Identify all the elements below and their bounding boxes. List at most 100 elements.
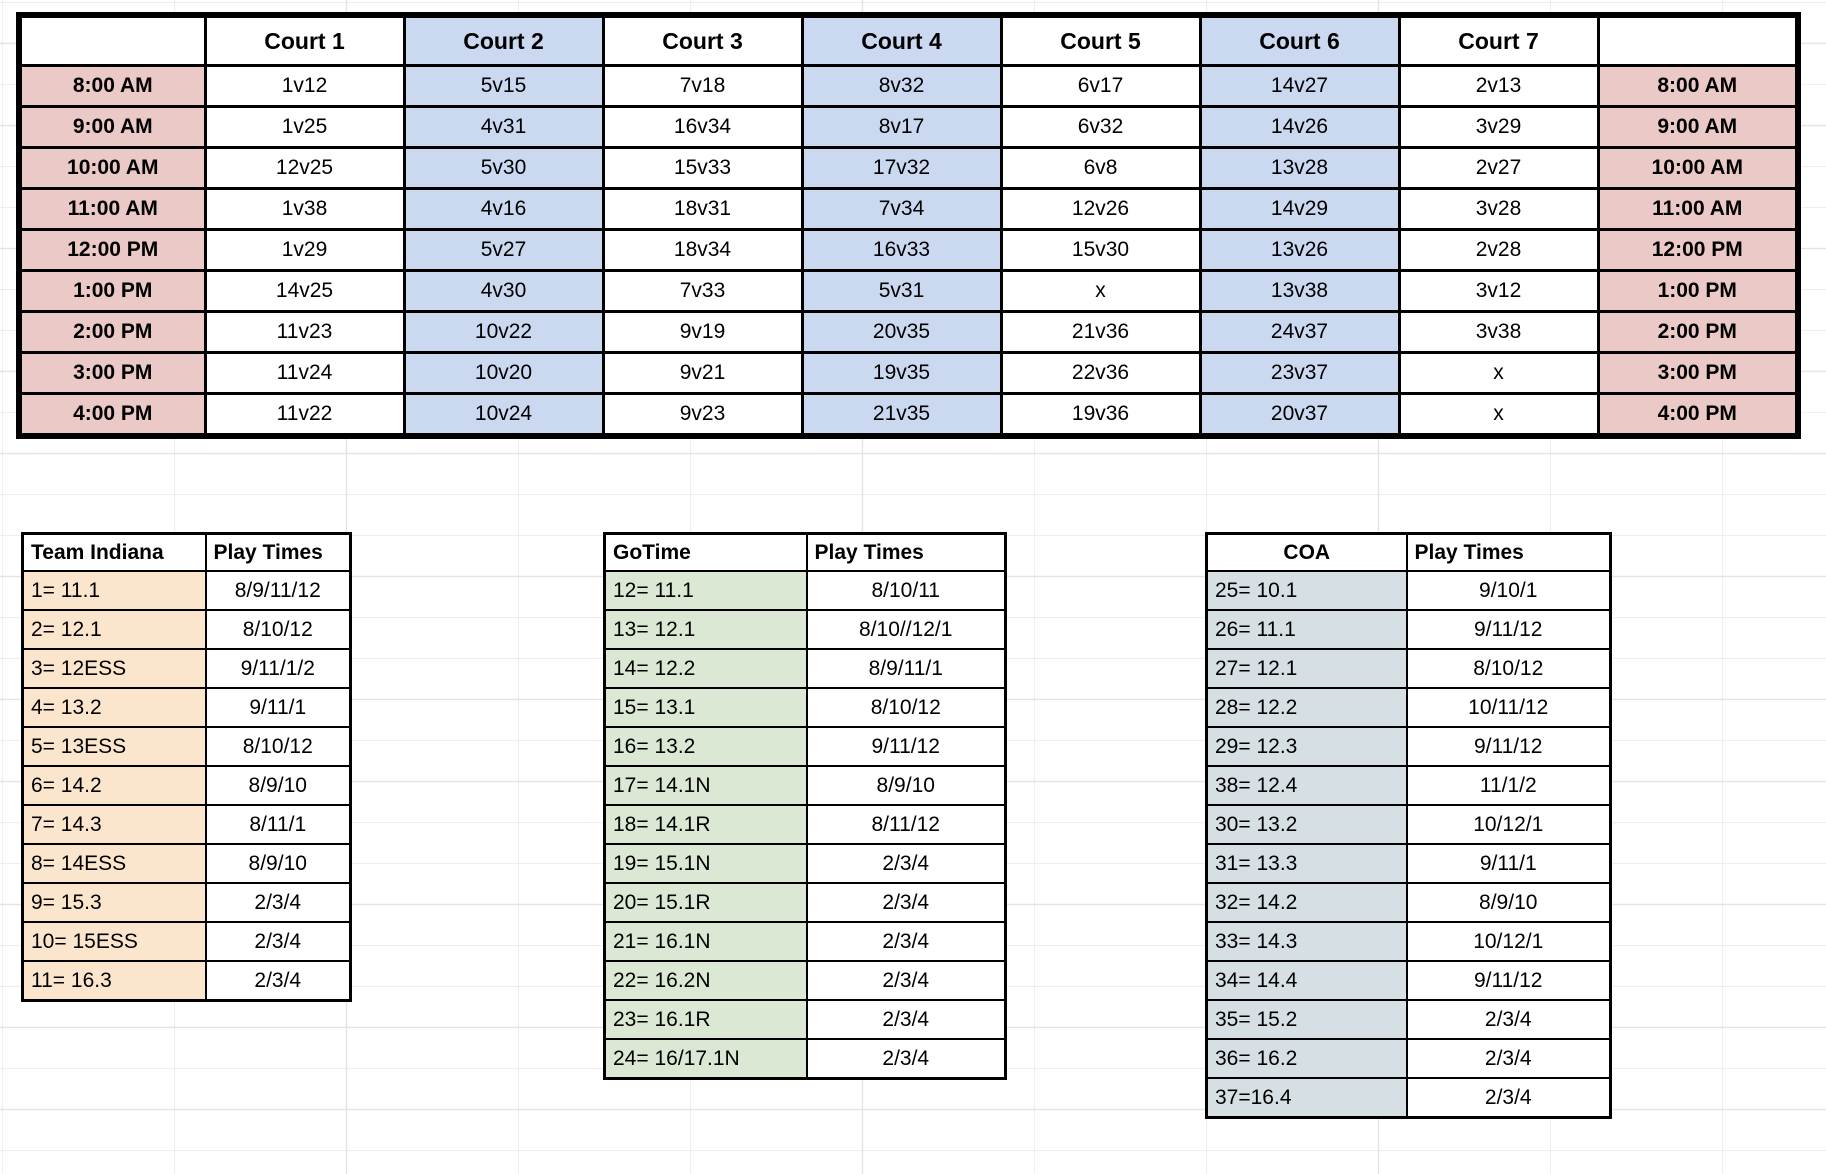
time-cell-left[interactable]: 3:00 PM: [17, 351, 207, 395]
time-cell-left[interactable]: 11:00 AM: [17, 187, 207, 231]
game-cell[interactable]: 3v28: [1397, 187, 1600, 231]
play-times-cell[interactable]: 2/3/4: [805, 960, 1007, 1001]
play-times-cell[interactable]: 10/12/1: [1405, 804, 1612, 845]
time-cell-right[interactable]: 4:00 PM: [1596, 392, 1800, 438]
game-cell[interactable]: x: [1397, 351, 1600, 395]
game-cell[interactable]: 9v23: [601, 392, 804, 438]
game-cell[interactable]: 13v26: [1198, 228, 1401, 272]
game-cell[interactable]: 20v35: [800, 310, 1003, 354]
game-cell[interactable]: 11v22: [203, 392, 406, 438]
time-cell-left[interactable]: 12:00 PM: [17, 228, 207, 272]
play-times-cell[interactable]: 8/11/1: [204, 804, 352, 845]
game-cell[interactable]: 5v30: [402, 146, 605, 190]
play-times-cell[interactable]: 2/3/4: [1405, 1077, 1612, 1119]
game-cell[interactable]: 7v34: [800, 187, 1003, 231]
game-cell[interactable]: 23v37: [1198, 351, 1401, 395]
game-cell[interactable]: 21v35: [800, 392, 1003, 438]
court-header[interactable]: Court 4: [800, 13, 1003, 67]
game-cell[interactable]: 21v36: [999, 310, 1202, 354]
game-cell[interactable]: 4v30: [402, 269, 605, 313]
game-cell[interactable]: 4v31: [402, 105, 605, 149]
game-cell[interactable]: 3v12: [1397, 269, 1600, 313]
game-cell[interactable]: 14v29: [1198, 187, 1401, 231]
play-times-cell[interactable]: 9/11/1: [204, 687, 352, 728]
play-times-cell[interactable]: 8/9/10: [204, 765, 352, 806]
game-cell[interactable]: 13v28: [1198, 146, 1401, 190]
game-cell[interactable]: 20v37: [1198, 392, 1401, 438]
game-cell[interactable]: 7v33: [601, 269, 804, 313]
team-code-cell[interactable]: 5= 13ESS: [21, 726, 207, 767]
play-times-cell[interactable]: 2/3/4: [805, 999, 1007, 1040]
game-cell[interactable]: 5v27: [402, 228, 605, 272]
team-code-cell[interactable]: 34= 14.4: [1205, 960, 1408, 1001]
court-header[interactable]: Court 7: [1397, 13, 1600, 67]
game-cell[interactable]: 16v33: [800, 228, 1003, 272]
game-cell[interactable]: 4v16: [402, 187, 605, 231]
court-header[interactable]: Court 5: [999, 13, 1202, 67]
play-times-cell[interactable]: 9/11/1/2: [204, 648, 352, 689]
play-times-cell[interactable]: 2/3/4: [805, 1038, 1007, 1080]
game-cell[interactable]: 9v19: [601, 310, 804, 354]
team-table-title[interactable]: GoTime: [603, 532, 808, 572]
play-times-cell[interactable]: 2/3/4: [805, 882, 1007, 923]
play-times-cell[interactable]: 8/10/12: [805, 687, 1007, 728]
play-times-cell[interactable]: 9/11/12: [1405, 960, 1612, 1001]
play-times-cell[interactable]: 2/3/4: [204, 882, 352, 923]
court-header[interactable]: Court 3: [601, 13, 804, 67]
play-times-cell[interactable]: 10/11/12: [1405, 687, 1612, 728]
game-cell[interactable]: x: [999, 269, 1202, 313]
play-times-cell[interactable]: 11/1/2: [1405, 765, 1612, 806]
team-code-cell[interactable]: 11= 16.3: [21, 960, 207, 1002]
game-cell[interactable]: 12v26: [999, 187, 1202, 231]
play-times-cell[interactable]: 8/10/12: [1405, 648, 1612, 689]
play-times-cell[interactable]: 8/10/12: [204, 609, 352, 650]
team-code-cell[interactable]: 36= 16.2: [1205, 1038, 1408, 1079]
team-code-cell[interactable]: 16= 13.2: [603, 726, 808, 767]
schedule-corner-cell[interactable]: [17, 13, 207, 67]
team-code-cell[interactable]: 8= 14ESS: [21, 843, 207, 884]
court-header[interactable]: Court 2: [402, 13, 605, 67]
game-cell[interactable]: 12v25: [203, 146, 406, 190]
game-cell[interactable]: 24v37: [1198, 310, 1401, 354]
game-cell[interactable]: 8v32: [800, 64, 1003, 108]
team-code-cell[interactable]: 19= 15.1N: [603, 843, 808, 884]
team-code-cell[interactable]: 37=16.4: [1205, 1077, 1408, 1119]
game-cell[interactable]: 2v28: [1397, 228, 1600, 272]
play-times-cell[interactable]: 8/9/11/1: [805, 648, 1007, 689]
game-cell[interactable]: 6v32: [999, 105, 1202, 149]
time-cell-right[interactable]: 8:00 AM: [1596, 64, 1800, 108]
team-code-cell[interactable]: 38= 12.4: [1205, 765, 1408, 806]
team-code-cell[interactable]: 7= 14.3: [21, 804, 207, 845]
game-cell[interactable]: 10v24: [402, 392, 605, 438]
team-code-cell[interactable]: 27= 12.1: [1205, 648, 1408, 689]
team-code-cell[interactable]: 12= 11.1: [603, 570, 808, 611]
team-code-cell[interactable]: 2= 12.1: [21, 609, 207, 650]
play-times-cell[interactable]: 8/9/10: [204, 843, 352, 884]
game-cell[interactable]: 2v27: [1397, 146, 1600, 190]
play-times-cell[interactable]: 2/3/4: [1405, 1038, 1612, 1079]
team-table-title[interactable]: Team Indiana: [21, 532, 207, 572]
team-code-cell[interactable]: 6= 14.2: [21, 765, 207, 806]
team-code-cell[interactable]: 31= 13.3: [1205, 843, 1408, 884]
play-times-cell[interactable]: 8/10/12: [204, 726, 352, 767]
team-code-cell[interactable]: 23= 16.1R: [603, 999, 808, 1040]
team-code-cell[interactable]: 14= 12.2: [603, 648, 808, 689]
team-code-cell[interactable]: 15= 13.1: [603, 687, 808, 728]
game-cell[interactable]: 10v22: [402, 310, 605, 354]
game-cell[interactable]: x: [1397, 392, 1600, 438]
game-cell[interactable]: 15v30: [999, 228, 1202, 272]
game-cell[interactable]: 7v18: [601, 64, 804, 108]
game-cell[interactable]: 14v26: [1198, 105, 1401, 149]
play-times-cell[interactable]: 10/12/1: [1405, 921, 1612, 962]
game-cell[interactable]: 1v12: [203, 64, 406, 108]
game-cell[interactable]: 16v34: [601, 105, 804, 149]
time-cell-left[interactable]: 1:00 PM: [17, 269, 207, 313]
time-cell-left[interactable]: 10:00 AM: [17, 146, 207, 190]
play-times-cell[interactable]: 2/3/4: [805, 921, 1007, 962]
game-cell[interactable]: 5v15: [402, 64, 605, 108]
play-times-header[interactable]: Play Times: [805, 532, 1007, 572]
play-times-cell[interactable]: 8/11/12: [805, 804, 1007, 845]
play-times-cell[interactable]: 8/9/10: [805, 765, 1007, 806]
play-times-header[interactable]: Play Times: [204, 532, 352, 572]
play-times-cell[interactable]: 9/11/1: [1405, 843, 1612, 884]
